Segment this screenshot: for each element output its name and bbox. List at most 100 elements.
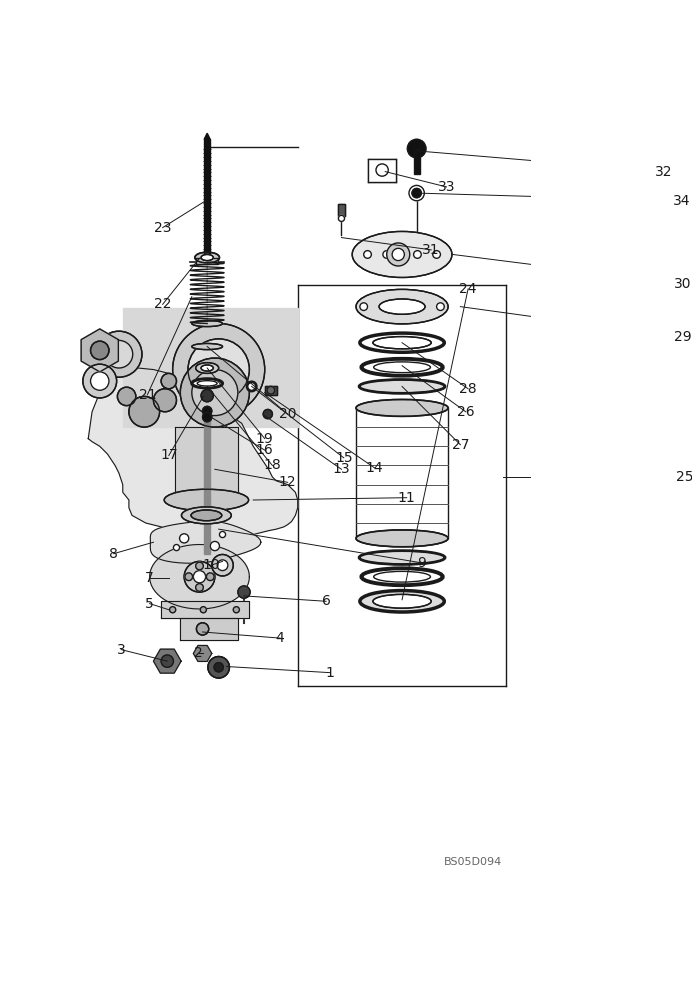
Text: 9: 9: [417, 556, 426, 570]
Text: 5: 5: [145, 597, 154, 611]
Text: 7: 7: [145, 571, 154, 585]
Circle shape: [201, 390, 213, 402]
Circle shape: [197, 623, 209, 635]
Ellipse shape: [361, 568, 443, 585]
Ellipse shape: [201, 254, 213, 261]
Circle shape: [263, 409, 273, 419]
Circle shape: [161, 655, 174, 667]
Circle shape: [91, 372, 109, 390]
Ellipse shape: [181, 507, 231, 524]
Circle shape: [206, 573, 214, 581]
Ellipse shape: [359, 551, 445, 564]
Bar: [197, 258, 218, 264]
Circle shape: [91, 341, 109, 360]
Circle shape: [392, 248, 404, 261]
Text: 23: 23: [154, 221, 172, 235]
Text: 14: 14: [365, 461, 383, 475]
Circle shape: [338, 215, 345, 221]
Bar: [338, 204, 345, 216]
Circle shape: [212, 554, 233, 576]
Circle shape: [217, 560, 228, 571]
Circle shape: [172, 324, 265, 416]
Bar: [265, 386, 277, 395]
Text: 28: 28: [459, 382, 477, 396]
Text: 8: 8: [109, 547, 118, 561]
Text: 27: 27: [452, 438, 469, 452]
Text: 26: 26: [457, 405, 475, 419]
Ellipse shape: [352, 231, 452, 277]
Circle shape: [196, 562, 203, 570]
Text: 10: 10: [202, 558, 220, 572]
Circle shape: [364, 251, 372, 258]
Circle shape: [214, 663, 224, 672]
Text: 18: 18: [264, 458, 281, 472]
Polygon shape: [204, 139, 210, 254]
Text: 20: 20: [279, 407, 296, 421]
Ellipse shape: [360, 333, 444, 352]
Circle shape: [432, 251, 440, 258]
Ellipse shape: [201, 365, 213, 371]
Ellipse shape: [356, 399, 448, 416]
Circle shape: [414, 251, 421, 258]
Ellipse shape: [192, 320, 223, 327]
Text: 4: 4: [275, 631, 284, 645]
Text: 32: 32: [655, 165, 673, 179]
Polygon shape: [149, 545, 249, 609]
Text: 29: 29: [674, 330, 692, 344]
Text: 17: 17: [160, 448, 178, 462]
Text: 1: 1: [325, 666, 334, 680]
Ellipse shape: [360, 591, 444, 612]
Text: 16: 16: [256, 443, 273, 457]
Text: 12: 12: [279, 475, 297, 489]
Polygon shape: [150, 521, 261, 563]
Circle shape: [360, 303, 367, 310]
Circle shape: [219, 531, 226, 538]
Circle shape: [200, 607, 206, 613]
Text: 13: 13: [333, 462, 350, 476]
Circle shape: [179, 534, 189, 543]
Circle shape: [247, 382, 256, 391]
Circle shape: [383, 251, 390, 258]
Bar: [368, 159, 396, 182]
Circle shape: [193, 571, 206, 583]
Bar: [414, 149, 420, 174]
Text: 30: 30: [674, 277, 692, 291]
Ellipse shape: [197, 381, 217, 386]
Circle shape: [192, 370, 238, 416]
Circle shape: [376, 164, 388, 176]
Circle shape: [196, 584, 203, 591]
Bar: [368, 159, 396, 182]
Ellipse shape: [374, 571, 430, 582]
Text: 3: 3: [117, 643, 126, 657]
Ellipse shape: [373, 594, 431, 608]
Ellipse shape: [356, 530, 448, 547]
Circle shape: [203, 406, 212, 416]
Circle shape: [387, 243, 410, 266]
Ellipse shape: [164, 489, 248, 511]
Circle shape: [129, 396, 160, 427]
Text: 24: 24: [459, 282, 477, 296]
Text: 11: 11: [398, 491, 416, 505]
Text: 19: 19: [256, 432, 273, 446]
Circle shape: [83, 364, 117, 398]
Text: 31: 31: [422, 243, 440, 257]
Circle shape: [170, 607, 176, 613]
Bar: [265, 386, 277, 395]
Polygon shape: [89, 368, 298, 540]
Polygon shape: [181, 618, 238, 640]
Ellipse shape: [373, 337, 431, 349]
Bar: [338, 204, 345, 216]
Ellipse shape: [191, 510, 221, 521]
Text: 25: 25: [675, 470, 692, 484]
Polygon shape: [161, 601, 249, 618]
Circle shape: [208, 657, 230, 678]
Circle shape: [203, 413, 212, 422]
Polygon shape: [204, 411, 210, 554]
Circle shape: [184, 561, 215, 592]
Circle shape: [154, 389, 176, 412]
Bar: [197, 258, 218, 264]
Circle shape: [181, 358, 249, 427]
Circle shape: [409, 185, 424, 201]
Circle shape: [267, 386, 275, 394]
Text: 33: 33: [438, 180, 455, 194]
